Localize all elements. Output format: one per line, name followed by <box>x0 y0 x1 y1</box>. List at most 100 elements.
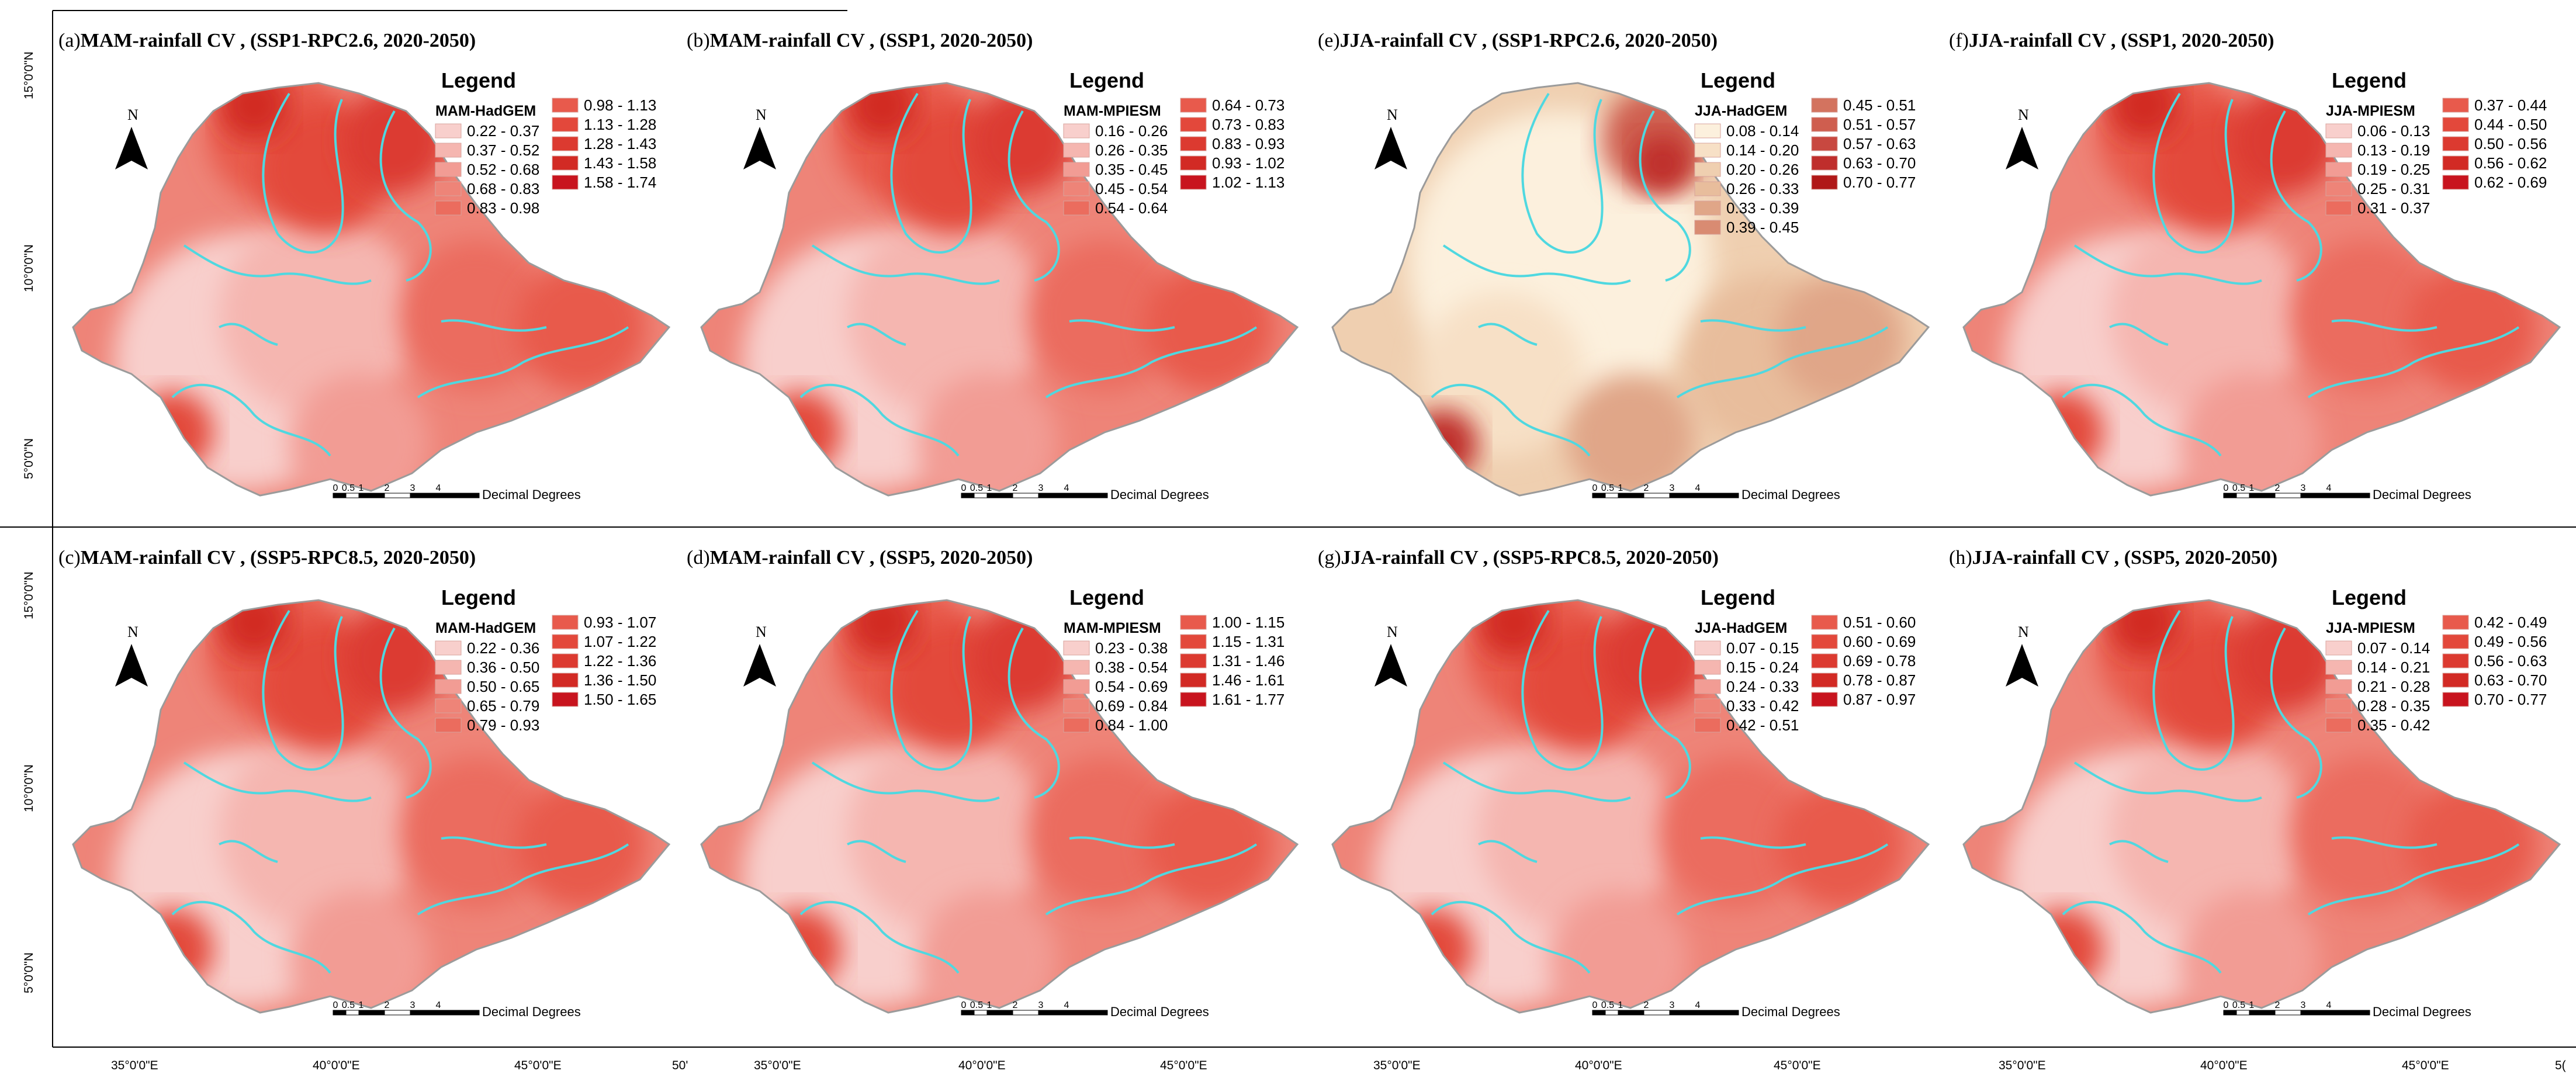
map-a <box>72 82 671 497</box>
contour-line-d-2 <box>811 761 1000 802</box>
map-zone-c-8 <box>131 909 213 990</box>
contour-line-a-4 <box>417 326 629 399</box>
north-arrow-shape <box>743 644 776 687</box>
x-label-35E-right2: 35°0'0"E <box>1999 1059 2046 1072</box>
legend-swatch-d-6 <box>1180 634 1207 649</box>
scale-segment-b-4 <box>1038 493 1065 498</box>
scale-tick-c-2: 1 <box>359 1000 364 1010</box>
legend-item-h-8: 0.63 - 0.70 <box>2474 671 2547 689</box>
legend-item-d-2: 0.54 - 0.69 <box>1095 678 1168 695</box>
contour-line-a-6 <box>441 319 547 332</box>
legend-swatch-b-6 <box>1180 117 1207 132</box>
scale-tick-f-3: 2 <box>2275 483 2280 493</box>
legend-g: Legend JJA-HadGEM 0.07 - 0.15 0.15 - 0.24 0.… <box>1694 585 1916 734</box>
north-arrow-icon: N <box>115 623 148 687</box>
scale-tick-b-1: 0.5 <box>970 483 983 493</box>
contour-line-e-0 <box>1521 92 1604 254</box>
legend-swatch-e-4 <box>1694 200 1721 216</box>
scale-tick-c-0: 0 <box>333 1000 338 1010</box>
scale-segment-d-0 <box>961 1010 975 1016</box>
legend-item-c-7: 1.22 - 1.36 <box>584 652 656 670</box>
legend-swatch-c-8 <box>552 673 579 688</box>
map-zone-h-4 <box>2232 605 2338 710</box>
legend-item-f-5: 0.37 - 0.44 <box>2474 96 2547 114</box>
scale-tick-h-5: 4 <box>2326 1000 2332 1010</box>
scale-tick-f-5: 4 <box>2326 483 2332 493</box>
map-zone-c-5 <box>219 600 289 657</box>
legend-swatch-g-1 <box>1694 660 1721 675</box>
legend-item-c-4: 0.79 - 0.93 <box>467 716 539 734</box>
panel-title-text-d: MAM-rainfall CV , (SSP5, 2020-2050) <box>710 547 1033 569</box>
scale-unit-e: Decimal Degrees <box>1741 487 1840 502</box>
panel-e: (e)JJA-rainfall CV , (SSP1-RPC2.6, 2020-… <box>1318 30 1930 502</box>
legend-item-a-5: 0.98 - 1.13 <box>584 96 656 114</box>
scale-tick-h-3: 2 <box>2275 1000 2280 1010</box>
scale-bar-d: 0 0.5 1 2 3 4 Decimal Degrees <box>961 1000 1209 1019</box>
panel-title-text-g: JJA-rainfall CV , (SSP5-RPC8.5, 2020-205… <box>1341 547 1719 569</box>
legend-item-c-6: 1.07 - 1.22 <box>584 633 656 650</box>
panel-title-text-f: JJA-rainfall CV , (SSP1, 2020-2050) <box>1969 30 2274 51</box>
x-label-40E-right1: 40°0'0"E <box>1575 1059 1622 1072</box>
panel-title-f: (f)JJA-rainfall CV , (SSP1, 2020-2050) <box>1949 30 2274 51</box>
legend-item-h-0: 0.07 - 0.14 <box>2357 639 2430 657</box>
y-label-10N-bottom: 10°0'0"N <box>22 764 36 812</box>
legend-heading-b: Legend <box>1069 68 1144 92</box>
legend-item-a-0: 0.22 - 0.37 <box>467 122 539 140</box>
scale-tick-c-4: 3 <box>410 1000 416 1010</box>
legend-item-d-1: 0.38 - 0.54 <box>1095 659 1168 676</box>
legend-item-h-4: 0.35 - 0.42 <box>2357 716 2430 734</box>
scale-tick-h-0: 0 <box>2224 1000 2229 1010</box>
north-arrow-shape <box>115 644 148 687</box>
scale-tick-g-0: 0 <box>1592 1000 1598 1010</box>
scale-tick-g-3: 2 <box>1644 1000 1649 1010</box>
scale-tick-f-4: 3 <box>2301 483 2306 493</box>
contour-line-h-5 <box>2109 840 2169 863</box>
scale-tick-f-1: 0.5 <box>2232 483 2245 493</box>
legend-swatch-f-8 <box>2442 155 2469 171</box>
scale-segment-c-5 <box>435 1010 480 1016</box>
panel-label-a: (a) <box>58 30 81 51</box>
contour-line-b-6 <box>1069 319 1175 332</box>
contour-line-g-5 <box>1478 840 1538 863</box>
legend-d: Legend MAM-MPIESM 0.23 - 0.38 0.38 - 0.54 0.… <box>1063 585 1284 734</box>
contour-line-g-3 <box>1431 900 1591 974</box>
scale-segment-d-2 <box>986 1010 1013 1016</box>
contour-line-f-3 <box>2062 383 2222 457</box>
scale-tick-b-4: 3 <box>1038 483 1044 493</box>
legend-item-f-2: 0.19 - 0.25 <box>2357 161 2430 178</box>
scale-bar-b: 0 0.5 1 2 3 4 Decimal Degrees <box>961 483 1209 502</box>
north-label: N <box>127 106 139 123</box>
panel-label-d: (d) <box>687 547 710 569</box>
legend-item-f-8: 0.56 - 0.62 <box>2474 154 2547 172</box>
scale-bar-e: 0 0.5 1 2 3 4 Decimal Degrees <box>1592 483 1840 502</box>
legend-swatch-h-7 <box>2442 653 2469 668</box>
legend-swatch-d-3 <box>1063 698 1090 713</box>
legend-item-c-9: 1.50 - 1.65 <box>584 691 656 708</box>
scale-segment-g-3 <box>1643 1010 1670 1016</box>
panel-label-e: (e) <box>1318 30 1340 51</box>
scale-tick-e-2: 1 <box>1618 483 1623 493</box>
map-zone-d-9 <box>917 891 1058 1013</box>
scale-segment-a-3 <box>384 493 411 498</box>
legend-item-d-3: 0.69 - 0.84 <box>1095 697 1168 715</box>
legend-item-c-3: 0.65 - 0.79 <box>467 697 539 715</box>
scale-segment-g-2 <box>1618 1010 1644 1016</box>
north-arrow-icon: N <box>1374 623 1407 687</box>
contour-line-f-1 <box>2270 110 2322 282</box>
panel-title-d: (d)MAM-rainfall CV , (SSP5, 2020-2050) <box>687 547 1033 569</box>
y-label-15N-bottom: 15°0'0"N <box>22 571 36 619</box>
x-label-45E-mid: 45°0'0"E <box>1160 1059 1207 1072</box>
legend-swatch-d-5 <box>1180 615 1207 630</box>
legend-swatch-e-0 <box>1694 123 1721 138</box>
contour-line-f-4 <box>2307 326 2520 399</box>
legend-swatch-a-6 <box>552 117 579 132</box>
contour-line-b-5 <box>847 323 906 346</box>
contour-line-c-0 <box>262 609 344 771</box>
legend-swatch-h-8 <box>2442 673 2469 688</box>
legend-swatch-e-10 <box>1811 175 1838 190</box>
contour-line-b-4 <box>1045 326 1258 399</box>
map-zone-h-9 <box>2180 891 2320 1013</box>
legend-swatch-g-9 <box>1811 692 1838 707</box>
contour-line-a-2 <box>183 244 372 285</box>
legend-heading-d: Legend <box>1069 585 1144 609</box>
